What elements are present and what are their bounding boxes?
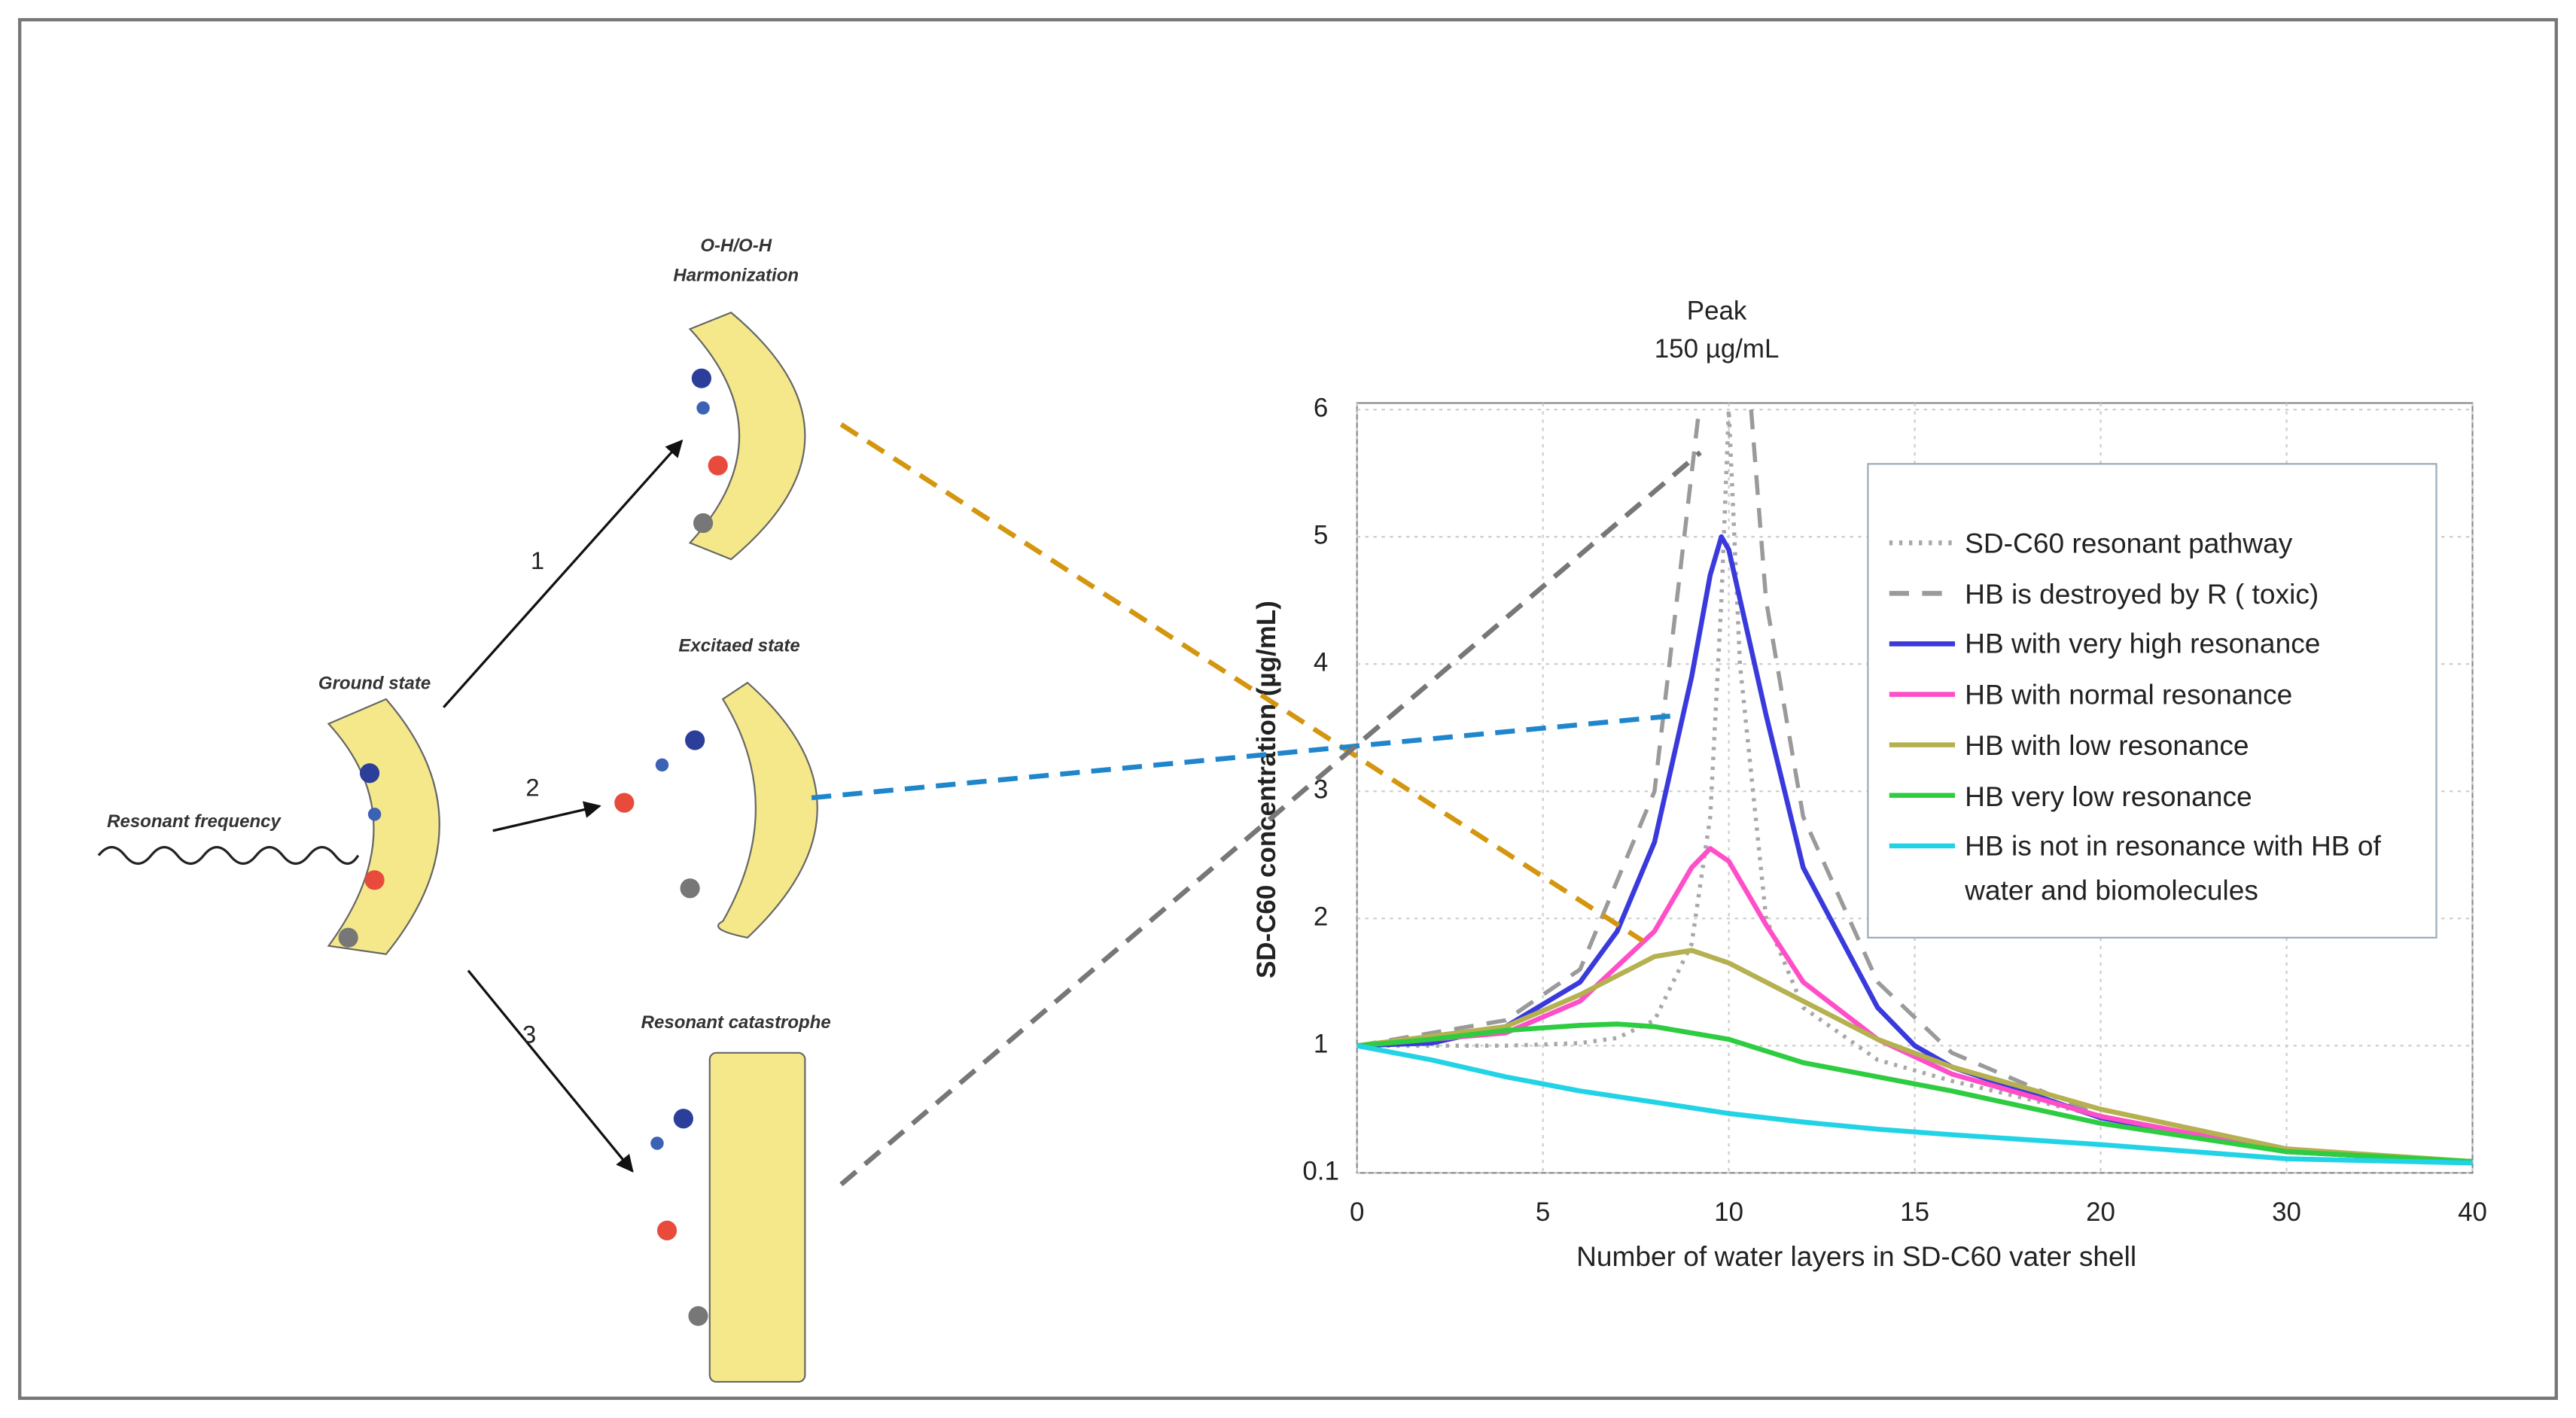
y-tick-label: 3 bbox=[1314, 774, 1328, 804]
legend-entry: SD-C60 resonant pathway bbox=[1965, 528, 2293, 560]
frame bbox=[18, 18, 2558, 1400]
arrow bbox=[492, 801, 601, 832]
chart-title: Peak bbox=[1687, 296, 1747, 325]
label: Resonant frequency bbox=[107, 811, 282, 832]
y-tick-label: 4 bbox=[1314, 647, 1328, 677]
crescent bbox=[327, 698, 440, 955]
legend-entry: HB with very high resonance bbox=[1965, 628, 2321, 661]
legend: SD-C60 resonant pathway HB is destroyed b… bbox=[1867, 463, 2437, 939]
molecules bbox=[338, 368, 728, 1326]
x-tick-label: 5 bbox=[1536, 1197, 1550, 1227]
label: Resonant catastrophe bbox=[641, 1012, 831, 1033]
crescent bbox=[688, 312, 806, 561]
connector bbox=[811, 713, 1676, 801]
series-line bbox=[1357, 948, 2473, 1164]
arrow bbox=[443, 440, 684, 708]
legend-entry: HB very low resonance bbox=[1965, 781, 2252, 812]
label: O-H/O-H bbox=[700, 236, 772, 256]
series-line bbox=[1357, 1043, 2473, 1166]
legend-entry: HB with low resonance bbox=[1965, 729, 2249, 762]
diagram: 1 2 3 Ground state Resonant frequency O-… bbox=[97, 236, 831, 1383]
path-label: 3 bbox=[522, 1021, 536, 1048]
x-tick-label: 0 bbox=[1350, 1197, 1364, 1227]
legend-entry: HB is not in resonance with HB of water … bbox=[1965, 831, 2381, 907]
x-tick-label: 40 bbox=[2458, 1197, 2487, 1227]
y-tick-label: 0.1 bbox=[1302, 1157, 1339, 1186]
legend-label: HB is destroyed by R ( toxic) bbox=[1965, 578, 2319, 610]
x-tick-label: 20 bbox=[2086, 1197, 2115, 1227]
legend-label: HB with normal resonance bbox=[1965, 679, 2293, 711]
chart-subtitle: 150 µg/mL bbox=[1655, 334, 1780, 364]
legend-box bbox=[1867, 463, 2437, 939]
crescent bbox=[717, 681, 818, 939]
connector bbox=[839, 422, 1645, 943]
series-line bbox=[1357, 1021, 2473, 1164]
x-tick-label: 10 bbox=[1714, 1197, 1743, 1227]
connectors bbox=[811, 422, 1702, 1187]
path-label: 2 bbox=[525, 774, 539, 802]
label: Ground state bbox=[318, 674, 431, 694]
legend-label: HB with low resonance bbox=[1965, 729, 2249, 762]
wave bbox=[97, 845, 360, 866]
y-tick-label: 6 bbox=[1314, 393, 1328, 422]
legend-label: HB very low resonance bbox=[1965, 781, 2252, 812]
label: Excitaed state bbox=[678, 635, 799, 656]
x-axis-label: Number of water layers in SD-C60 vater s… bbox=[1576, 1240, 2136, 1272]
series-line bbox=[1357, 409, 2473, 1164]
legend-label: HB with very high resonance bbox=[1965, 628, 2321, 661]
path-label: 1 bbox=[531, 546, 544, 574]
y-axis-label: SD-C60 concentration (µg/mL) bbox=[1252, 601, 1281, 978]
y-tick-label: 2 bbox=[1314, 902, 1328, 932]
series-group bbox=[1357, 407, 2473, 1166]
legend-label: SD-C60 resonant pathway bbox=[1965, 528, 2293, 560]
y-tick-label: 1 bbox=[1314, 1030, 1328, 1059]
connector bbox=[839, 450, 1702, 1187]
block bbox=[708, 1051, 806, 1383]
x-tick-label: 30 bbox=[2272, 1197, 2301, 1227]
legend-entry: HB with normal resonance bbox=[1965, 679, 2293, 711]
arrow bbox=[467, 969, 634, 1173]
y-tick-label: 5 bbox=[1314, 520, 1328, 549]
legend-entry: HB is destroyed by R ( toxic) bbox=[1965, 578, 2319, 610]
series-line bbox=[1357, 407, 2473, 1164]
x-tick-label: 15 bbox=[1900, 1197, 1929, 1227]
label: Harmonization bbox=[673, 266, 799, 286]
legend-label: HB is not in resonance with HB of water … bbox=[1965, 831, 2381, 907]
